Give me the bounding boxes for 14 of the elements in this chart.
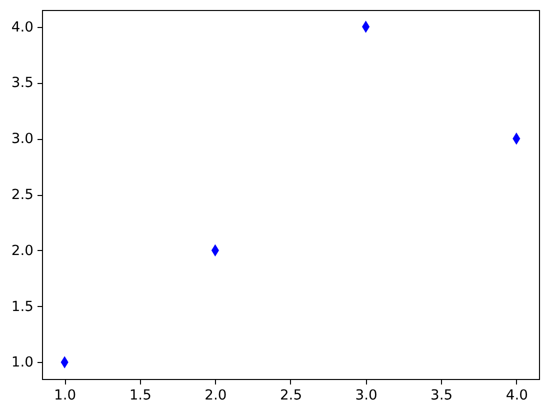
y-tick-label: 2.0 [11, 242, 34, 259]
x-tick-label: 3.0 [355, 388, 378, 404]
y-tick-label: 2.5 [11, 187, 34, 203]
x-tick-label: 4.0 [506, 388, 528, 404]
y-tick-label: 3.5 [11, 75, 34, 92]
y-tick-label: 1.0 [11, 354, 34, 371]
x-tick-label: 1.0 [54, 388, 76, 404]
y-tick-label: 3.0 [11, 131, 34, 148]
x-tick-label: 3.5 [430, 388, 453, 404]
y-tick-label: 4.0 [11, 19, 34, 36]
y-tick-label: 1.5 [11, 298, 34, 315]
x-tick-label: 2.0 [204, 388, 227, 404]
x-tick-label: 1.5 [129, 388, 152, 404]
x-tick-label: 2.5 [280, 388, 302, 404]
